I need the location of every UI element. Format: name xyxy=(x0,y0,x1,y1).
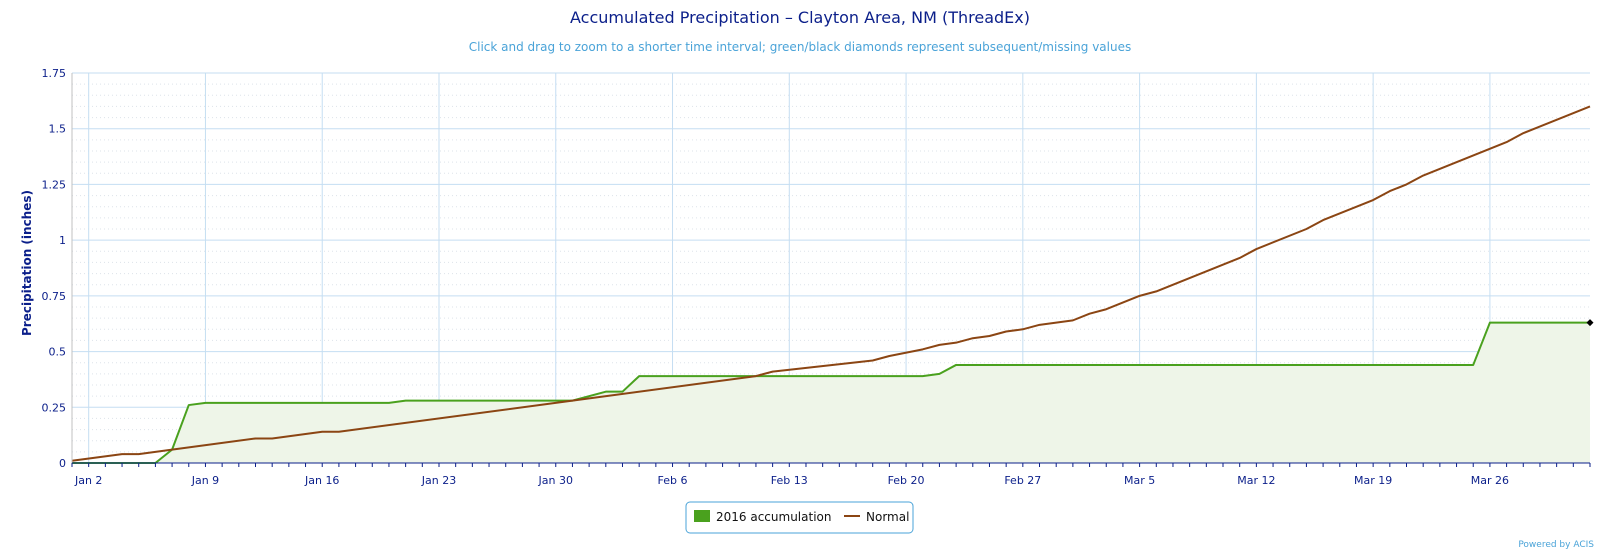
series-line-2016-accumulation[interactable] xyxy=(72,321,1590,464)
x-axis-ticks: Jan 2 Jan 9 Jan 16 Jan 23 Jan 30 Feb 6 Feb 13 F… xyxy=(74,474,1509,487)
x-tick-label: Mar 12 xyxy=(1237,474,1275,487)
legend-item-normal[interactable]: Normal xyxy=(844,510,909,524)
y-axis-title: Precipitation (inches) xyxy=(20,190,34,336)
x-tick-label: Mar 26 xyxy=(1471,474,1509,487)
x-tick-label: Jan 23 xyxy=(421,474,456,487)
x-tick-label: Jan 2 xyxy=(74,474,102,487)
minor-gridlines xyxy=(72,83,1590,453)
x-tick-label: Feb 6 xyxy=(658,474,688,487)
x-tick-label: Feb 13 xyxy=(771,474,808,487)
x-tick-label: Feb 20 xyxy=(888,474,925,487)
axes xyxy=(71,73,1591,467)
y-tick-label: 1 xyxy=(59,234,66,247)
y-tick-label: 0 xyxy=(59,457,66,470)
y-tick-label: 0.25 xyxy=(42,401,67,414)
legend-label-normal: Normal xyxy=(866,510,909,524)
chart-title: Accumulated Precipitation – Clayton Area… xyxy=(570,8,1030,27)
legend-label-2016: 2016 accumulation xyxy=(716,510,831,524)
x-tick-label: Jan 16 xyxy=(304,474,339,487)
legend-item-2016-accumulation[interactable]: 2016 accumulation xyxy=(694,510,831,524)
y-tick-label: 1.75 xyxy=(42,67,67,80)
credit-link[interactable]: Powered by ACIS xyxy=(1518,540,1594,550)
missing-value-diamond xyxy=(1586,319,1594,327)
y-axis-ticks: 0 0.25 0.5 0.75 1 1.25 1.5 1.75 xyxy=(42,67,67,470)
plot-series[interactable] xyxy=(71,105,1594,464)
series-line-normal[interactable] xyxy=(71,105,1591,462)
y-tick-label: 1.5 xyxy=(49,123,67,136)
x-tick-label: Mar 5 xyxy=(1124,474,1155,487)
x-tick-label: Jan 30 xyxy=(538,474,573,487)
y-tick-label: 1.25 xyxy=(42,178,67,191)
legend-box xyxy=(685,501,914,534)
y-tick-label: 0.75 xyxy=(42,290,67,303)
x-tick-label: Feb 27 xyxy=(1004,474,1041,487)
x-tick-label: Mar 19 xyxy=(1354,474,1392,487)
legend[interactable]: 2016 accumulation Normal xyxy=(685,501,914,534)
series-area-2016-accumulation xyxy=(72,322,1590,463)
y-tick-label: 0.5 xyxy=(49,346,67,359)
legend-swatch-2016 xyxy=(694,510,710,522)
x-tick-label: Jan 9 xyxy=(191,474,219,487)
chart-subtitle: Click and drag to zoom to a shorter time… xyxy=(469,40,1131,54)
